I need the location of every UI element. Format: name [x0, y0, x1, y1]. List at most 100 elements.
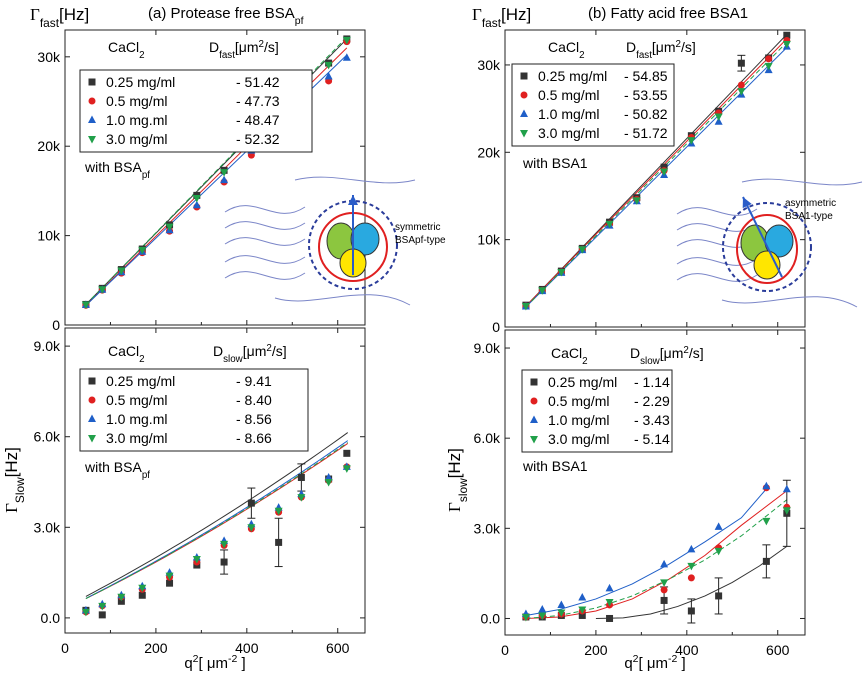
x-tick-text: 600: [326, 640, 350, 656]
data-point-s3: [98, 602, 107, 611]
data-point-s0: [660, 596, 668, 604]
d: D: [209, 39, 219, 55]
fit-curve-0: [85, 432, 349, 597]
y-axis-label: Γslow[Hz]: [445, 448, 470, 512]
data-point-s3: [165, 223, 174, 232]
legend-marker: [520, 72, 528, 80]
y-tick-label: 0.0: [481, 610, 501, 626]
data-point-s3: [274, 507, 283, 516]
cacl: CaCl: [108, 343, 139, 359]
y-tick-label: 6.0k: [474, 430, 501, 446]
legend-box: [79, 69, 313, 153]
d-sub: fast: [636, 50, 652, 61]
legend-name: 0.5 mg/ml: [538, 87, 599, 103]
annotation: with BSApf: [84, 459, 150, 481]
flow-line: [676, 207, 758, 216]
data-point-s1: [765, 55, 773, 63]
x-unit-sup: -2: [668, 653, 677, 665]
x-unit-sup: -2: [228, 653, 237, 665]
data-point-s2: [660, 559, 669, 568]
panel-title: (b) Fatty acid free BSA1: [588, 5, 748, 22]
data-point-s2: [324, 71, 333, 80]
data-point-s3: [578, 606, 587, 614]
x-tick-text: 200: [144, 640, 168, 656]
legend-val: - 54.85: [624, 68, 668, 84]
data-point-s3: [714, 547, 723, 556]
data-point-s2: [578, 592, 587, 601]
data-point-s3: [687, 137, 696, 145]
y-tick-text: 30k: [37, 49, 61, 65]
data-point-s3: [98, 286, 107, 294]
legend-value: - 8.56: [236, 411, 272, 427]
ann-text: with BSA1: [522, 458, 588, 474]
flow-line: [224, 255, 306, 264]
legend-val: - 48.47: [236, 112, 280, 128]
legend-label: 0.25 mg/ml: [106, 373, 175, 389]
legend-value: - 53.55: [624, 87, 668, 103]
plot-frame: [504, 29, 806, 328]
data-point-s0: [117, 597, 125, 605]
data-point-s3: [538, 612, 547, 620]
domain-blue: [350, 222, 380, 256]
legend-label: 3.0 mg/ml: [548, 431, 609, 447]
y-tick-text: 10k: [37, 228, 61, 244]
legend-name: 0.25 mg/ml: [106, 373, 175, 389]
legend-label: 1.0 mg.ml: [106, 411, 167, 427]
data-point-s3: [138, 584, 147, 593]
y-tick-label: 10k: [37, 228, 61, 244]
data-point-s3: [324, 479, 333, 487]
legend-name: 1.0 mg/ml: [538, 106, 599, 122]
data-point-s3: [247, 524, 256, 532]
legend-value: - 47.73: [236, 93, 280, 109]
data-point-s3: [521, 613, 530, 622]
legend-header: Dslow[μm2/s]: [213, 343, 287, 365]
legend-val: - 52.32: [236, 131, 280, 147]
data-point-s0: [578, 611, 586, 619]
data-point-s2: [220, 175, 229, 184]
d: D: [630, 345, 640, 361]
d-sup: 2: [266, 343, 271, 354]
plot-frame: [64, 29, 366, 326]
data-point-s3: [138, 246, 147, 255]
legend-marker: [520, 91, 528, 99]
cartoon-label: symmetric: [395, 222, 441, 233]
cacl-sub: 2: [579, 50, 584, 61]
gamma-sub: fast: [40, 16, 60, 30]
legend-name: 0.5 mg/ml: [548, 393, 609, 409]
legend-value: - 51.72: [624, 125, 668, 141]
legend-name: 1.0 mg.ml: [106, 112, 167, 128]
y-tick-text: 6.0k: [34, 429, 61, 445]
legend-value: - 48.47: [236, 112, 280, 128]
data-point-s3: [762, 517, 771, 526]
x-unit-close: ]: [677, 655, 685, 672]
x-axis-label: q2[ μm-2 ]: [184, 653, 245, 672]
data-point-s3: [192, 195, 201, 203]
gamma-unit: [Hz]: [2, 447, 21, 477]
panel-title: (a) Protease free BSApf: [148, 5, 304, 27]
y-tick-label: 10k: [477, 232, 501, 248]
y-tick-text: 0.0: [481, 610, 501, 626]
cacl-sub: 2: [139, 354, 144, 365]
d-end: /s]: [264, 39, 279, 55]
d-sub: slow: [640, 356, 661, 367]
data-point-s2: [557, 600, 566, 608]
fit-curve-1: [525, 490, 788, 619]
legend-name: 3.0 mg/ml: [106, 131, 167, 147]
data-point-s1: [737, 81, 745, 89]
flow-line: [676, 257, 758, 266]
y-tick-label: 30k: [477, 57, 501, 73]
data-point-s3: [165, 572, 174, 581]
d-sup: 2: [259, 39, 264, 50]
x-tick-text: 600: [766, 642, 790, 658]
data-point-s3: [342, 36, 351, 45]
legend-name: 3.0 mg/ml: [548, 431, 609, 447]
legend-marker: [530, 436, 538, 444]
cacl: CaCl: [551, 345, 582, 361]
data-point-s3: [557, 609, 566, 617]
ann-sub: pf: [142, 470, 150, 481]
flow-line: [224, 221, 306, 230]
d-unit: [μm: [652, 39, 676, 55]
legend-val: - 5.14: [634, 431, 670, 447]
data-point-s3: [521, 303, 530, 311]
d: D: [213, 343, 223, 359]
